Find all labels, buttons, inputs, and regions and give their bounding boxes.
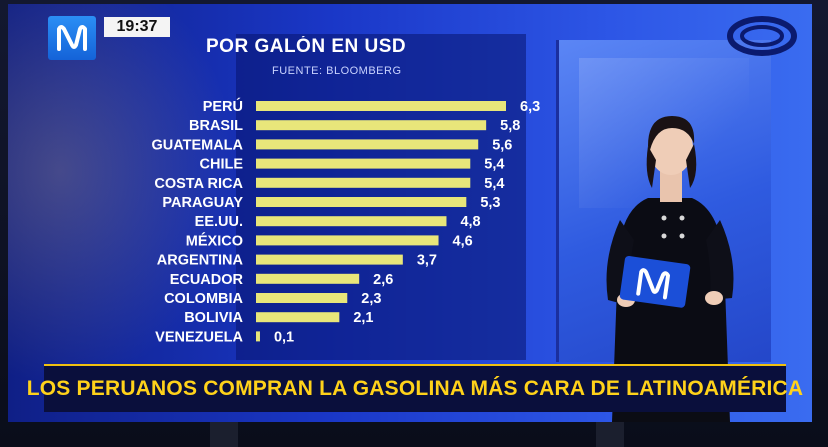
value-label: 2,6	[373, 272, 393, 288]
bar	[256, 293, 348, 303]
value-label: 5,3	[480, 195, 500, 211]
bar	[256, 139, 479, 150]
category-label: BOLIVIA	[184, 310, 243, 326]
bar	[256, 158, 471, 169]
bar	[256, 235, 439, 246]
bar	[256, 101, 506, 111]
category-label: COLOMBIA	[164, 291, 243, 307]
channel-n-logo-icon	[48, 16, 96, 60]
value-label: 5,8	[500, 118, 520, 134]
category-label: BRASIL	[189, 118, 243, 134]
category-label: COSTA RICA	[154, 176, 243, 192]
category-label: ECUADOR	[170, 272, 244, 288]
category-label: VENEZUELA	[155, 329, 243, 345]
bar	[256, 312, 340, 323]
value-label: 0,1	[274, 329, 294, 345]
chart-subtitle: FUENTE: BLOOMBERG	[272, 65, 402, 77]
category-label: GUATEMALA	[151, 137, 243, 153]
category-label: PARAGUAY	[162, 195, 243, 211]
value-label: 4,6	[453, 233, 473, 249]
chart-title: POR GALÓN EN USD	[206, 36, 407, 57]
value-label: 2,1	[353, 310, 373, 326]
bar	[256, 216, 447, 227]
headline-banner: LOS PERUANOS COMPRAN LA GASOLINA MÁS CAR…	[27, 364, 803, 412]
value-label: 5,4	[484, 157, 504, 173]
broadcast-clock: 19:37	[104, 17, 170, 37]
bar	[256, 120, 487, 131]
bar	[256, 197, 467, 207]
value-label: 5,4	[484, 176, 504, 192]
bar	[256, 331, 260, 342]
category-label: EE.UU.	[195, 214, 243, 230]
category-label: ARGENTINA	[157, 253, 244, 269]
value-label: 3,7	[417, 253, 437, 269]
value-label: 6,3	[520, 99, 540, 115]
ring-logo-icon	[726, 14, 798, 58]
bar	[256, 254, 403, 265]
category-label: MÉXICO	[186, 232, 243, 249]
tv-stand-left	[210, 422, 238, 447]
value-label: 4,8	[460, 214, 480, 230]
bar	[256, 273, 360, 284]
value-label: 2,3	[361, 291, 381, 307]
headline-text: LOS PERUANOS COMPRAN LA GASOLINA MÁS CAR…	[26, 377, 804, 400]
category-label: CHILE	[200, 157, 244, 173]
value-label: 5,6	[492, 137, 512, 153]
tablet-n-logo-icon	[619, 255, 691, 308]
bar	[256, 177, 471, 188]
category-label: PERÚ	[203, 97, 243, 115]
tv-stand-right	[596, 422, 624, 447]
